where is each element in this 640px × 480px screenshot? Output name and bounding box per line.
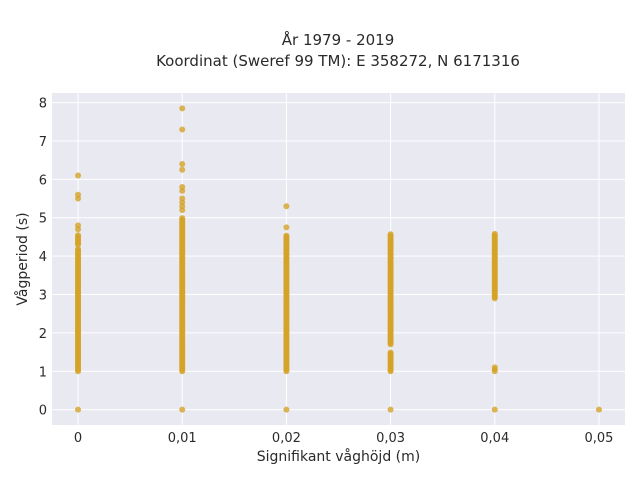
data-point <box>491 406 498 413</box>
data-point <box>491 364 498 371</box>
data-point <box>595 406 602 413</box>
data-point <box>491 230 498 237</box>
data-point <box>75 172 82 179</box>
data-point <box>75 246 82 253</box>
data-point <box>75 222 82 229</box>
data-point <box>179 166 186 173</box>
y-tick-label: 8 <box>39 97 47 112</box>
y-tick-label: 2 <box>39 327 47 342</box>
x-axis-ticks: 0 0,01 0,02 0,03 0,04 0,05 <box>74 431 614 446</box>
data-point <box>283 203 290 210</box>
x-tick-label: 0,01 <box>168 431 197 446</box>
data-point <box>179 195 186 202</box>
chart-subtitle: Koordinat (Sweref 99 TM): E 358272, N 61… <box>156 52 520 70</box>
plot-area <box>52 93 625 425</box>
data-point <box>283 406 290 413</box>
data-point <box>283 224 290 231</box>
y-tick-label: 3 <box>39 289 47 304</box>
data-point <box>179 184 186 191</box>
data-point <box>387 231 394 238</box>
y-axis-ticks: 0 1 2 3 4 5 6 7 8 <box>39 97 47 419</box>
y-tick-label: 1 <box>39 365 47 380</box>
data-point <box>387 349 394 356</box>
x-tick-label: 0,02 <box>272 431 301 446</box>
x-tick-label: 0,04 <box>480 431 509 446</box>
data-point <box>179 406 186 413</box>
y-tick-label: 4 <box>39 250 47 265</box>
data-points <box>75 105 602 413</box>
y-tick-label: 5 <box>39 212 47 227</box>
y-tick-label: 0 <box>39 404 47 419</box>
chart-title: År 1979 - 2019 <box>281 31 395 49</box>
data-point <box>283 232 290 239</box>
y-tick-label: 6 <box>39 173 47 188</box>
y-axis-label: Vågperiod (s) <box>14 212 31 305</box>
x-tick-label: 0 <box>74 431 82 446</box>
chart-title-block: År 1979 - 2019 Koordinat (Sweref 99 TM):… <box>0 30 640 72</box>
data-point <box>75 406 82 413</box>
data-point <box>75 191 82 198</box>
x-tick-label: 0,03 <box>376 431 405 446</box>
data-point <box>179 161 186 168</box>
data-point <box>179 126 186 133</box>
x-axis-label: Signifikant våghöjd (m) <box>257 448 420 465</box>
x-tick-label: 0,05 <box>584 431 613 446</box>
data-point <box>75 232 82 239</box>
y-tick-label: 7 <box>39 135 47 150</box>
data-point <box>179 105 186 112</box>
data-point <box>179 215 186 222</box>
data-point <box>387 406 394 413</box>
